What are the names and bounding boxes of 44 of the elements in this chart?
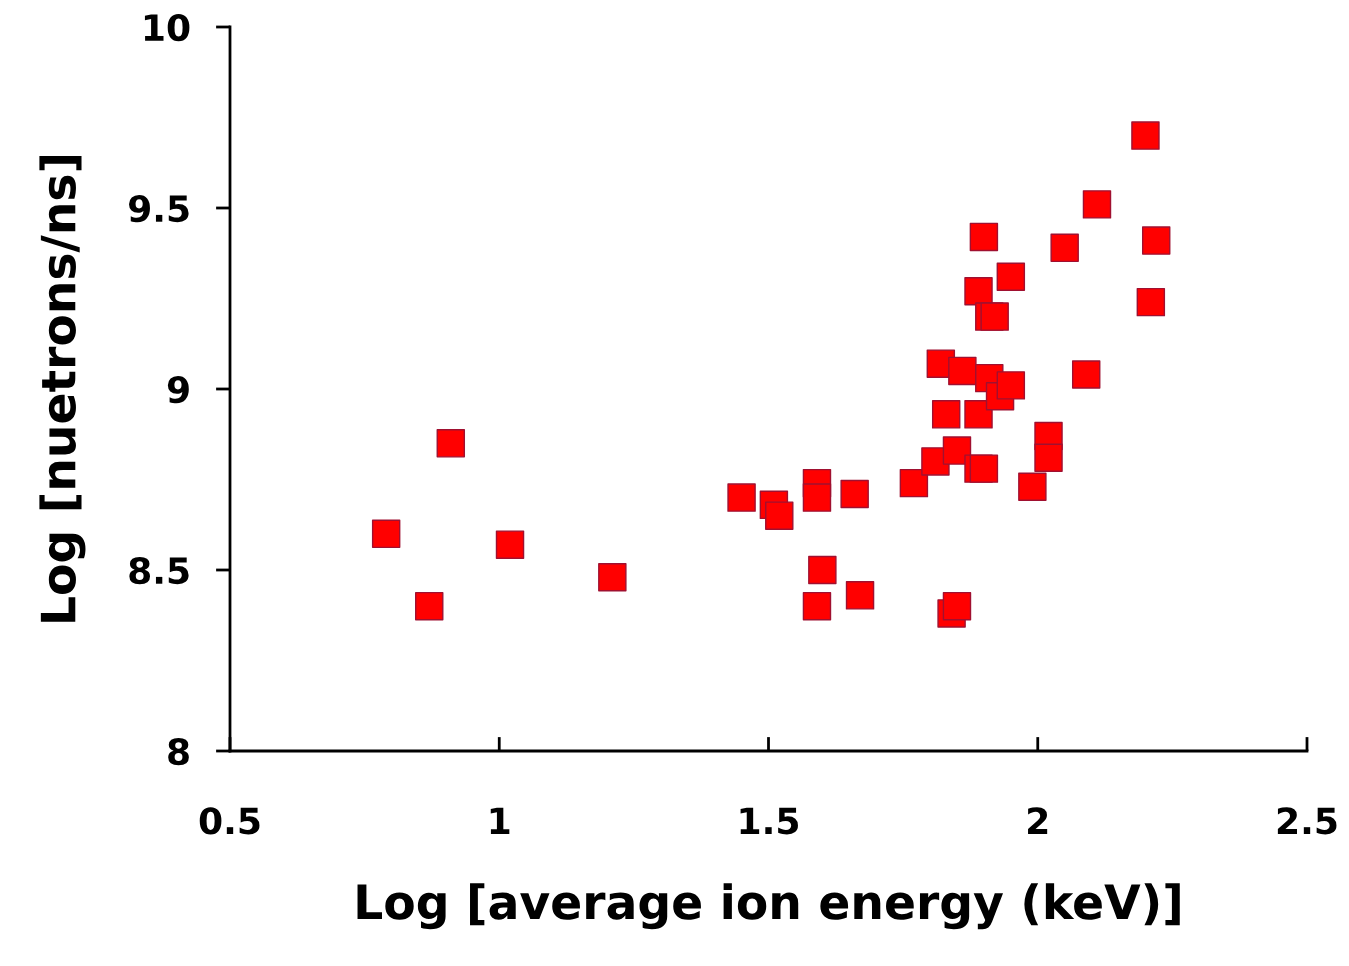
point [495, 530, 525, 559]
point [1050, 233, 1079, 263]
y-tick-label: 8 [168, 737, 189, 766]
point [1034, 443, 1063, 473]
y-axis-title: Log [nuetrons/ns] [39, 155, 86, 622]
x-tick-label: 1 [490, 807, 510, 834]
point [996, 262, 1026, 292]
point [969, 454, 999, 483]
point [598, 563, 627, 592]
point [980, 302, 1009, 331]
point [808, 555, 837, 585]
point [969, 222, 999, 252]
x-tick-label: 1.5 [740, 807, 798, 835]
y-tick-label: 8.5 [129, 556, 189, 585]
point [1136, 287, 1166, 317]
point [802, 591, 832, 621]
point [415, 591, 444, 621]
x-tick-label: 0.5 [199, 807, 260, 835]
y-tick-label: 10 [144, 13, 190, 42]
point [899, 468, 929, 498]
point [942, 591, 972, 621]
point [727, 483, 756, 512]
x-tick-label: 2.5 [1277, 807, 1337, 835]
point [1082, 190, 1112, 219]
point [845, 581, 875, 610]
point [802, 483, 832, 512]
point [1071, 360, 1101, 389]
point [371, 519, 401, 549]
point [931, 400, 961, 429]
point [1131, 121, 1160, 150]
y-tick-label: 9.5 [129, 194, 189, 223]
point [942, 436, 972, 465]
y-tick-label: 9 [167, 375, 189, 404]
point [948, 356, 977, 386]
point [996, 371, 1026, 400]
x-axis-title: Log [average ion energy (keV)] [357, 883, 1180, 930]
point [1141, 226, 1171, 255]
x-tick-label: 2 [1028, 807, 1048, 834]
point [436, 429, 466, 458]
point [964, 277, 993, 306]
point [765, 501, 794, 530]
point [1018, 472, 1047, 501]
point [964, 400, 993, 429]
point [840, 479, 869, 509]
